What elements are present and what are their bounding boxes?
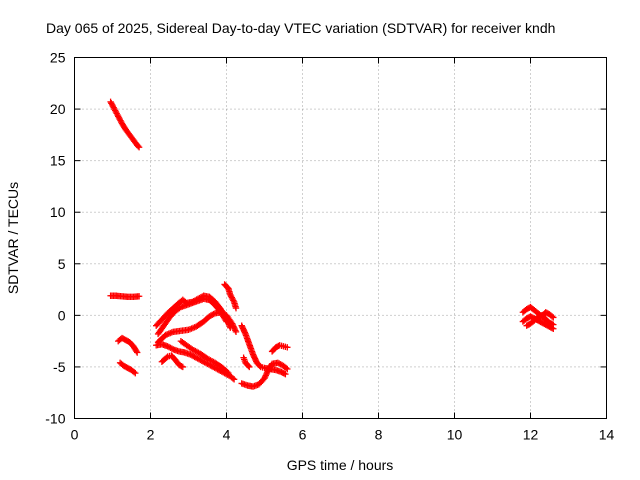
y-tick-label: 10 — [50, 204, 66, 220]
data-point — [280, 370, 288, 377]
data-point — [284, 365, 291, 373]
x-tick-label: 8 — [375, 427, 383, 443]
grid-lines — [74, 57, 607, 419]
plot-frame — [74, 57, 607, 419]
data-point — [178, 363, 185, 370]
data-point — [282, 370, 289, 378]
data-point — [232, 328, 240, 336]
data-points — [107, 98, 557, 390]
data-point — [130, 368, 138, 376]
data-point — [134, 349, 141, 356]
y-tick-label: -5 — [53, 359, 66, 375]
y-tick-label: 20 — [50, 101, 66, 117]
data-point — [135, 293, 143, 300]
data-point — [230, 376, 238, 383]
data-point — [179, 363, 186, 371]
data-point — [229, 375, 237, 382]
axis-ticks: 0 2 4 6 8 10 12 14 -10 -5 0 5 10 15 20 25 — [45, 50, 614, 443]
data-point — [134, 143, 142, 150]
data-point — [224, 368, 231, 376]
y-tick-label: -10 — [45, 411, 65, 427]
data-point — [550, 321, 557, 328]
data-point — [168, 345, 176, 352]
y-tick-label: 0 — [58, 307, 66, 323]
data-point — [548, 320, 556, 328]
data-point — [548, 313, 556, 320]
x-tick-label: 14 — [599, 427, 615, 443]
data-point — [135, 144, 143, 151]
y-axis-label: SDTVAR / TECUs — [5, 182, 21, 294]
data-point — [230, 297, 237, 304]
data-point — [282, 364, 290, 372]
data-point — [232, 304, 240, 312]
data-point — [133, 348, 140, 355]
y-tick-label: 5 — [58, 256, 66, 272]
data-point — [550, 314, 557, 321]
data-point — [245, 362, 252, 370]
x-tick-label: 0 — [71, 427, 79, 443]
data-point — [132, 369, 139, 377]
x-tick-label: 12 — [523, 427, 539, 443]
y-tick-label: 15 — [50, 153, 66, 169]
data-point — [225, 369, 232, 377]
y-tick-label: 25 — [50, 50, 66, 66]
data-point — [284, 344, 291, 351]
x-axis-label: GPS time / hours — [287, 457, 394, 473]
x-tick-label: 6 — [299, 427, 307, 443]
x-tick-label: 2 — [147, 427, 155, 443]
chart-title: Day 065 of 2025, Sidereal Day-to-day VTE… — [46, 20, 555, 36]
x-tick-label: 4 — [223, 427, 231, 443]
data-point — [246, 363, 253, 371]
data-point — [210, 310, 217, 318]
x-tick-label: 10 — [447, 427, 463, 443]
